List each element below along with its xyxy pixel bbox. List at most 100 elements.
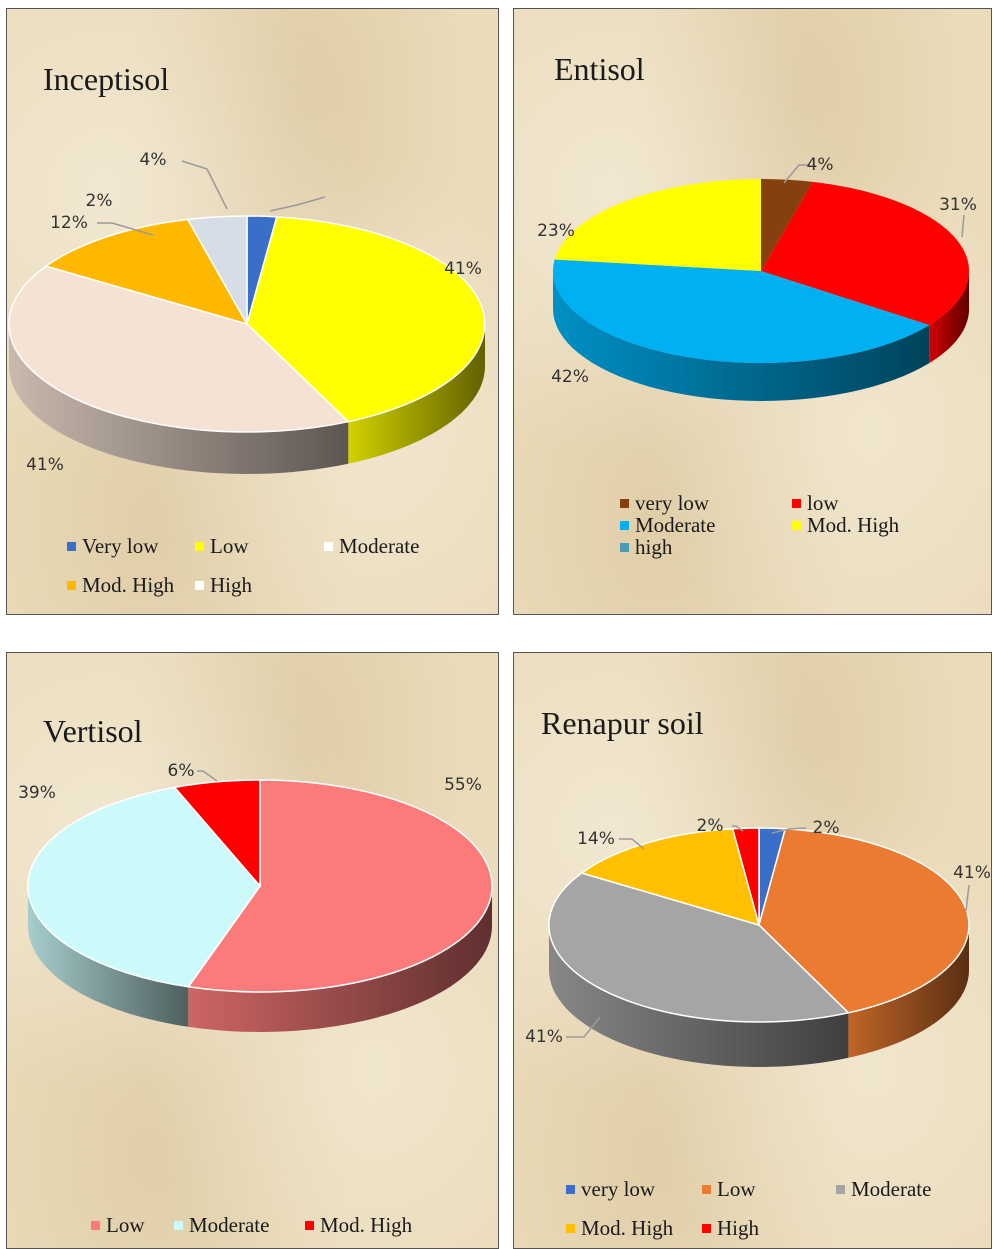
pie-slice-side: [28, 886, 189, 1027]
legend-swatch: [566, 1185, 575, 1194]
legend-swatch: [792, 521, 801, 530]
pie-slice: [548, 872, 850, 1023]
pie-slice: [552, 259, 930, 364]
legend-label: low: [807, 491, 839, 515]
leader-line: [619, 838, 645, 850]
data-label: 2%: [697, 816, 724, 836]
data-label: 41%: [444, 259, 482, 279]
chart-title: Vertisol: [43, 713, 143, 749]
data-label: 23%: [537, 221, 575, 241]
legend-item: very low: [620, 491, 709, 516]
legend-item: low: [792, 491, 839, 516]
legend-label: Mod. High: [320, 1213, 413, 1237]
chart-panel-vertisol: Vertisol 55% 39% 6% Low Moderate Mod. High: [6, 652, 499, 1249]
legend-item: High: [702, 1216, 759, 1241]
legend-item: Moderate: [620, 513, 715, 538]
pie-slice-side: [188, 886, 493, 1032]
leader-line: [269, 196, 326, 212]
legend-item: Moderate: [836, 1177, 931, 1202]
pie-slice: [554, 179, 761, 271]
legend-swatch: [792, 499, 801, 508]
pie-slice: [173, 779, 261, 889]
legend-swatch: [67, 542, 76, 551]
legend-label: High: [210, 573, 252, 597]
leader-line: [97, 222, 154, 236]
legend-swatch: [620, 521, 629, 530]
chart-title: Renapur soil: [541, 705, 704, 741]
pie-chart-inceptisol: 2% 41% 41% 12% 4%: [8, 150, 486, 475]
pie-slice-side: [9, 324, 349, 474]
data-label: 4%: [140, 150, 167, 170]
legend-label: Low: [717, 1177, 756, 1201]
legend-item: Mod. High: [305, 1213, 412, 1238]
legend-swatch: [566, 1224, 575, 1233]
pie-slice: [44, 218, 249, 326]
chart-panel-inceptisol: Inceptisol 2% 41% 41% 12% 4% Very low Low Mo…: [6, 8, 499, 615]
legend-label: High: [717, 1216, 759, 1240]
pie-slice: [761, 181, 970, 326]
legend-swatch: [702, 1185, 711, 1194]
legend-swatch: [67, 581, 76, 590]
data-label: 2%: [813, 818, 840, 838]
legend-item: High: [195, 573, 252, 598]
pie-slice: [731, 827, 760, 926]
data-label: 55%: [444, 775, 482, 795]
legend-label: Moderate: [339, 534, 420, 558]
pie-slice-side: [348, 324, 485, 464]
legend-label: Mod. High: [807, 513, 900, 537]
data-label: 14%: [577, 829, 615, 849]
chart-panel-entisol: Entisol 4% 31% 42% 23% very low low Moderat…: [513, 8, 992, 615]
legend-item: Moderate: [324, 534, 419, 559]
leader-line: [732, 825, 744, 832]
legend-swatch: [836, 1185, 845, 1194]
legend-swatch: [324, 542, 333, 551]
pie-slice: [761, 179, 813, 271]
legend-item: Mod. High: [792, 513, 899, 538]
legend-item: high: [620, 535, 672, 560]
pie-slice-side: [553, 271, 930, 401]
legend-swatch: [702, 1224, 711, 1233]
legend-label: Mod. High: [581, 1216, 674, 1240]
data-label: 31%: [939, 195, 977, 215]
legend-label: high: [635, 535, 673, 559]
pie-chart-renapur-soil: 2% 41% 41% 14% 2%: [525, 816, 991, 1067]
data-label: 6%: [168, 761, 195, 781]
legend-item: Very low: [67, 534, 158, 559]
chart-title: Entisol: [554, 51, 645, 87]
data-label: 41%: [26, 455, 64, 475]
legend-item: Low: [195, 534, 249, 559]
pie-slice: [580, 828, 761, 927]
data-label: 42%: [551, 367, 589, 387]
pie-chart-entisol: 4% 31% 42% 23%: [537, 155, 977, 401]
data-label: 2%: [86, 191, 113, 211]
legend-label: Mod. High: [82, 573, 175, 597]
legend-label: very low: [635, 491, 710, 515]
legend-item: Low: [702, 1177, 756, 1202]
pie-slice-side: [848, 925, 969, 1058]
leader-line: [566, 1016, 601, 1038]
leader-line: [965, 884, 970, 912]
legend-swatch: [620, 499, 629, 508]
pie-slice: [27, 786, 261, 988]
pie-slice-side: [549, 925, 849, 1067]
legend-item: Mod. High: [566, 1216, 673, 1241]
leader-line: [771, 827, 807, 834]
leader-line: [197, 770, 218, 782]
pie-chart-vertisol: 55% 39% 6%: [18, 761, 493, 1032]
legend-swatch: [195, 581, 204, 590]
pie-slice: [186, 779, 493, 993]
data-label: 12%: [50, 213, 88, 233]
pie-slice-side: [929, 271, 969, 364]
data-label: 39%: [18, 783, 56, 803]
pie-slice: [246, 216, 486, 423]
legend-label: Very low: [82, 534, 159, 558]
legend-label: Moderate: [189, 1213, 270, 1237]
legend-item: Moderate: [174, 1213, 269, 1238]
data-label: 41%: [525, 1027, 563, 1047]
data-label: 4%: [807, 155, 834, 175]
legend-label: Low: [106, 1213, 145, 1237]
pie-slice: [186, 215, 248, 327]
legend-item: Low: [91, 1213, 145, 1238]
chart-panel-renapur-soil: Renapur soil 2% 41% 41% 14% 2% very low Low …: [513, 652, 992, 1249]
legend-item: very low: [566, 1177, 655, 1202]
